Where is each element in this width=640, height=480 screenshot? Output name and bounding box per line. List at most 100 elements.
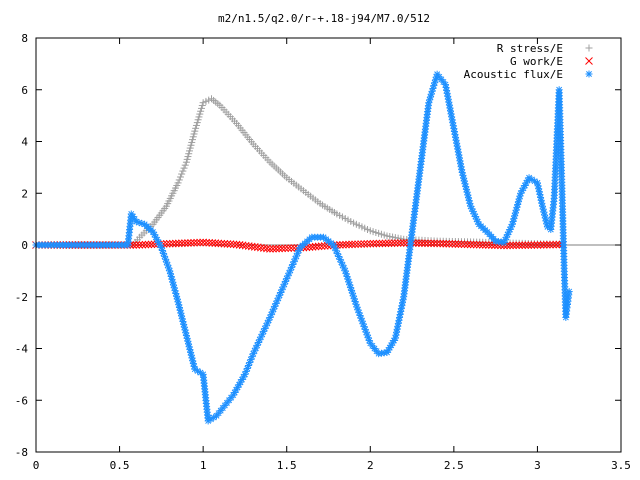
data-point [263, 244, 271, 253]
data-point [451, 240, 460, 248]
data-point [378, 239, 387, 248]
data-point [442, 239, 451, 248]
data-point [182, 329, 190, 337]
data-point [448, 240, 457, 248]
data-point [266, 245, 274, 253]
data-point [512, 241, 521, 250]
data-point [393, 239, 402, 247]
data-point [520, 184, 527, 192]
data-point [168, 239, 177, 248]
data-point [552, 240, 561, 249]
y-tick-label: 0 [21, 239, 28, 252]
data-point [375, 239, 384, 248]
data-point [174, 239, 183, 248]
data-point [454, 240, 463, 248]
data-point [427, 239, 435, 248]
data-point [226, 240, 235, 248]
data-point [384, 239, 393, 248]
data-point [189, 360, 197, 368]
data-point [372, 239, 381, 248]
x-tick-label: 2 [367, 459, 374, 472]
legend-marker [585, 57, 593, 65]
data-point [171, 239, 180, 248]
data-point [287, 244, 296, 252]
data-point [565, 288, 573, 296]
data-point [439, 239, 448, 248]
data-point [469, 240, 478, 249]
data-point [509, 241, 517, 250]
data-point [275, 244, 283, 253]
data-point [176, 173, 184, 181]
data-point [223, 240, 232, 248]
data-point [357, 240, 366, 248]
data-point [141, 240, 150, 249]
y-tick-label: 8 [21, 32, 28, 45]
x-tick-label: 1.5 [277, 459, 297, 472]
data-point [132, 241, 141, 249]
data-point [184, 239, 192, 247]
data-point [360, 240, 369, 248]
data-point [175, 176, 183, 184]
data-point [533, 241, 542, 249]
data-point [336, 241, 344, 249]
data-point [546, 240, 554, 249]
data-point [278, 244, 287, 253]
legend-marker [585, 70, 593, 78]
data-point [466, 240, 475, 249]
x-tick-label: 3 [534, 459, 541, 472]
data-point [366, 239, 375, 248]
data-point [174, 179, 182, 187]
data-point [481, 241, 490, 249]
data-point [193, 238, 201, 247]
data-point [229, 240, 238, 249]
data-point [165, 239, 174, 248]
data-point [191, 127, 199, 135]
data-point [484, 241, 493, 249]
data-point [452, 136, 460, 144]
data-point [445, 239, 454, 248]
data-point [208, 239, 217, 247]
data-point [539, 241, 548, 249]
data-point [192, 121, 200, 129]
data-point [396, 239, 405, 247]
data-point [205, 238, 214, 247]
data-point [421, 239, 429, 248]
y-tick-label: -4 [15, 343, 29, 356]
x-tick-label: 0 [33, 459, 40, 472]
x-tick-label: 3.5 [611, 459, 631, 472]
data-point [279, 283, 287, 291]
data-point [506, 241, 514, 250]
series-layer [32, 70, 573, 425]
data-point [147, 240, 156, 249]
data-point [181, 239, 189, 247]
data-point [460, 240, 469, 249]
data-point [195, 113, 203, 121]
legend-label: G work/E [510, 55, 563, 68]
data-point [524, 241, 533, 249]
data-point [129, 241, 138, 249]
legend-label: Acoustic flux/E [464, 68, 563, 81]
data-point [281, 244, 290, 253]
x-tick-label: 0.5 [110, 459, 130, 472]
data-point [320, 242, 329, 250]
data-point [292, 252, 300, 260]
legend-label: R stress/E [497, 42, 563, 55]
x-tick-label: 2.5 [444, 459, 464, 472]
data-point [478, 241, 487, 249]
data-point [144, 240, 153, 249]
data-point [399, 239, 408, 247]
data-point [381, 239, 390, 248]
data-point [527, 241, 536, 249]
data-point [314, 242, 323, 251]
data-point [549, 240, 557, 249]
data-point [436, 239, 445, 248]
data-point [211, 239, 220, 248]
data-point [202, 238, 211, 247]
data-point [542, 240, 551, 249]
data-point [197, 104, 205, 112]
data-point [415, 239, 423, 248]
data-point [178, 239, 186, 248]
data-point [199, 238, 207, 247]
data-point [390, 239, 399, 247]
